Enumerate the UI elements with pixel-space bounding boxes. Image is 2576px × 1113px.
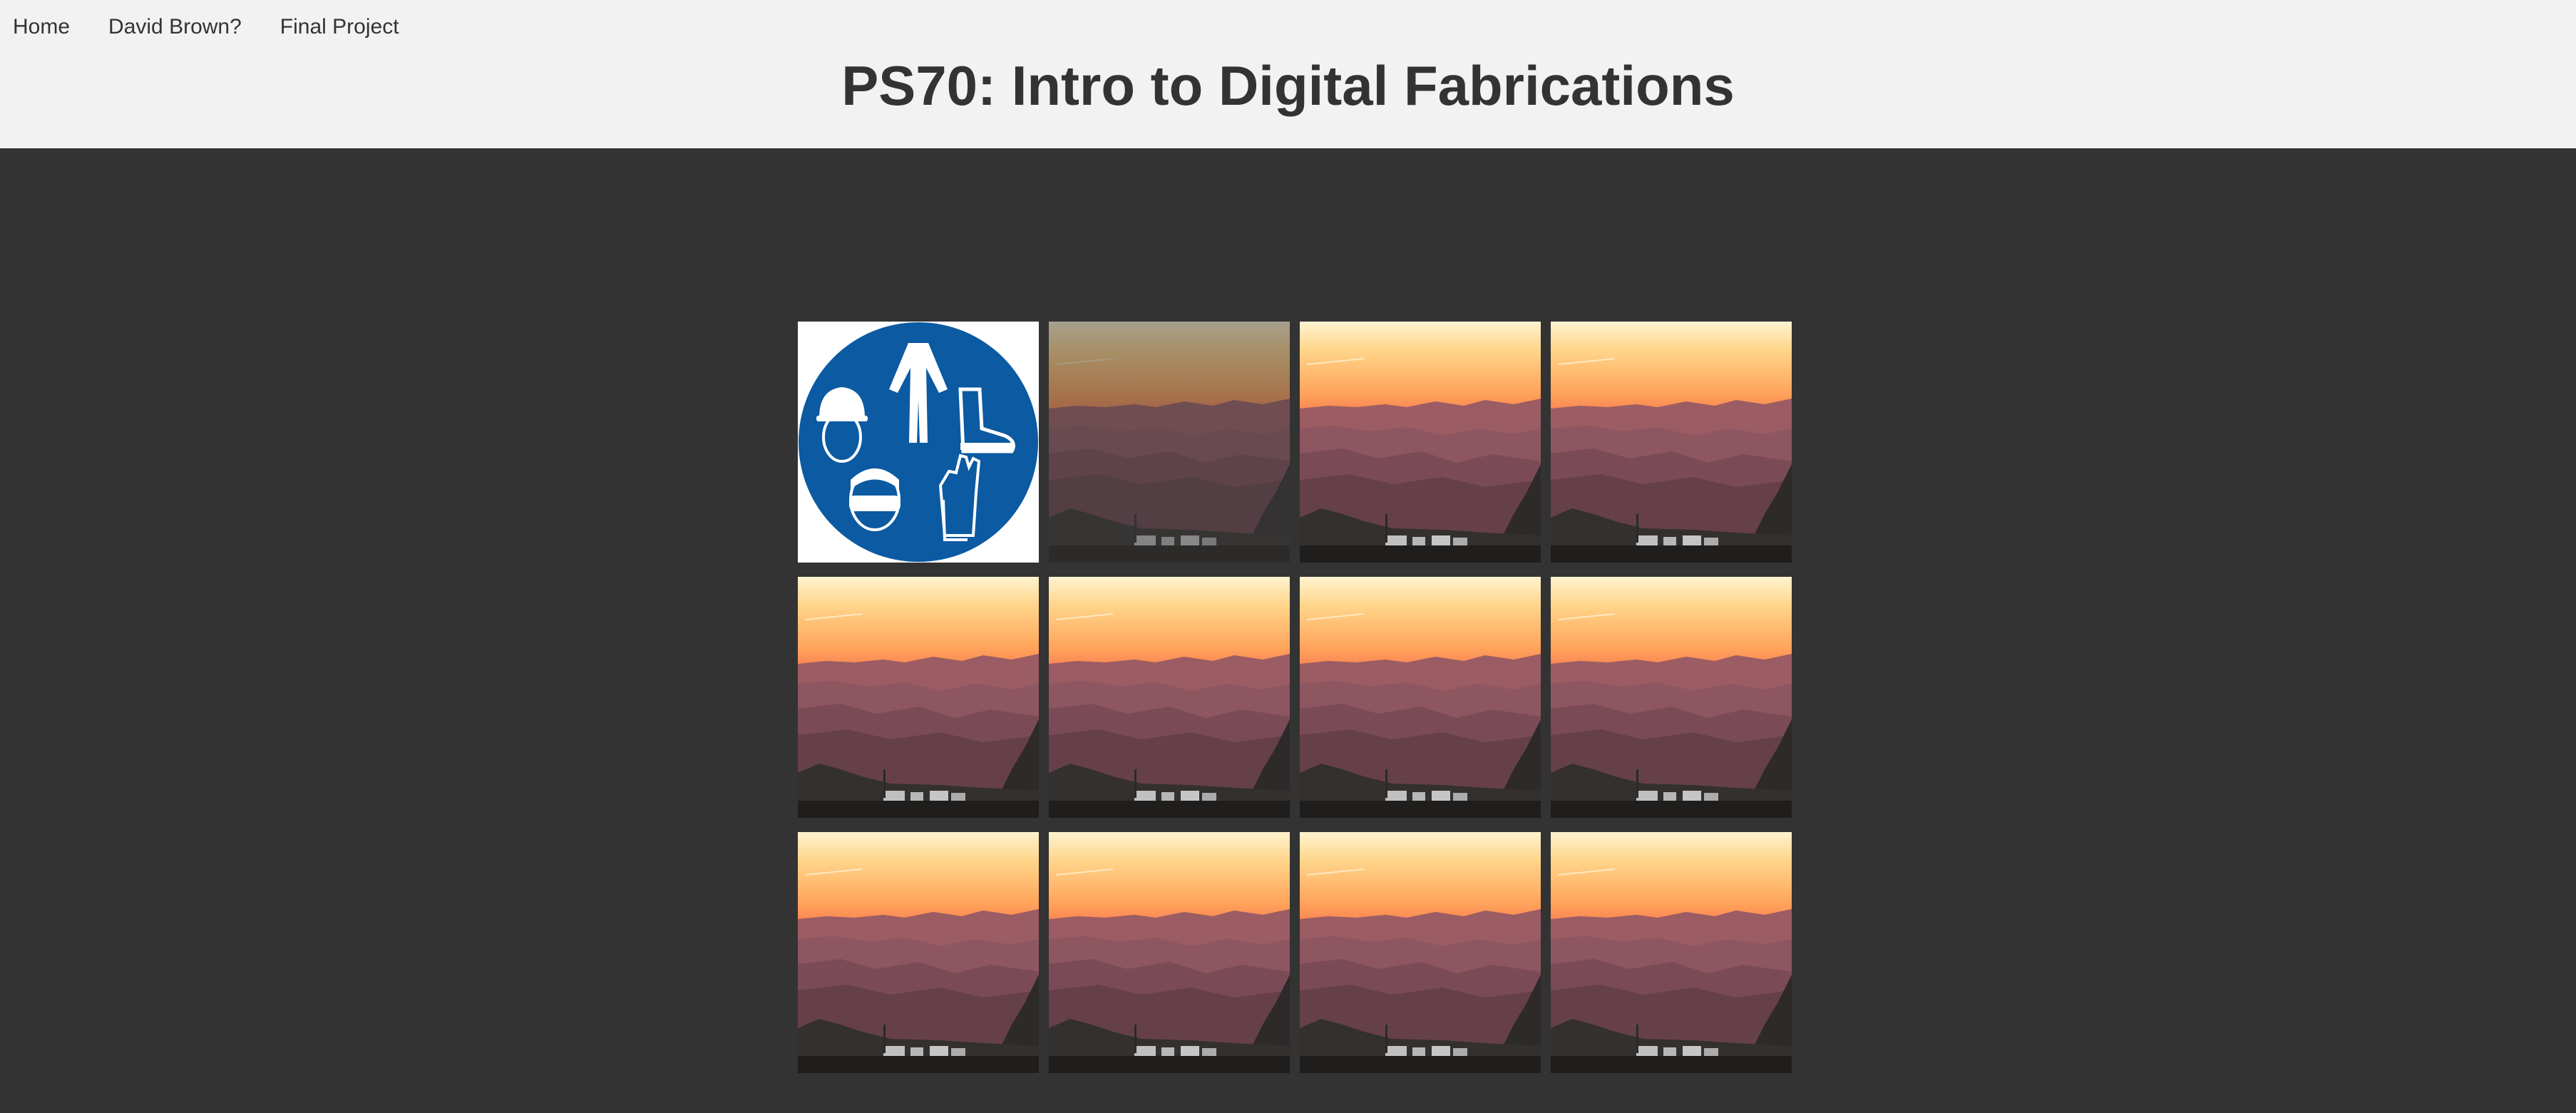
gallery-tile-sunset-4[interactable] <box>798 577 1039 818</box>
mountain-sunset-image <box>798 577 1039 818</box>
gallery-tile-sunset-1[interactable] <box>1049 322 1290 563</box>
nav-link-david-brown[interactable]: David Brown? <box>108 15 242 39</box>
mountain-sunset-image <box>1551 577 1792 818</box>
mountain-sunset-image <box>1551 832 1792 1073</box>
mountain-sunset-image <box>1049 322 1290 563</box>
image-gallery <box>798 322 1792 1073</box>
mountain-sunset-image <box>1300 322 1541 563</box>
mountain-sunset-image <box>1049 577 1290 818</box>
nav-link-home[interactable]: Home <box>13 15 71 39</box>
page-title: PS70: Intro to Digital Fabrications <box>841 54 1735 117</box>
site-header: Home David Brown? Final Project PS70: In… <box>0 0 2576 148</box>
top-nav: Home David Brown? Final Project <box>0 0 425 54</box>
gallery-tile-sunset-5[interactable] <box>1049 577 1290 818</box>
gallery-tile-safety-sign[interactable] <box>798 322 1039 563</box>
gallery-tile-sunset-3[interactable] <box>1551 322 1792 563</box>
gallery-tile-sunset-11[interactable] <box>1551 832 1792 1073</box>
gallery-tile-sunset-9[interactable] <box>1049 832 1290 1073</box>
gallery-tile-sunset-8[interactable] <box>798 832 1039 1073</box>
mountain-sunset-image <box>1551 322 1792 563</box>
gallery-tile-sunset-10[interactable] <box>1300 832 1541 1073</box>
mountain-sunset-image <box>1300 832 1541 1073</box>
gallery-tile-sunset-2[interactable] <box>1300 322 1541 563</box>
mountain-sunset-image <box>1049 832 1290 1073</box>
gallery-tile-sunset-6[interactable] <box>1300 577 1541 818</box>
nav-link-final-project[interactable]: Final Project <box>279 15 399 39</box>
safety-ppe-sign-icon <box>798 322 1039 563</box>
gallery-tile-sunset-7[interactable] <box>1551 577 1792 818</box>
mountain-sunset-image <box>798 832 1039 1073</box>
mountain-sunset-image <box>1300 577 1541 818</box>
